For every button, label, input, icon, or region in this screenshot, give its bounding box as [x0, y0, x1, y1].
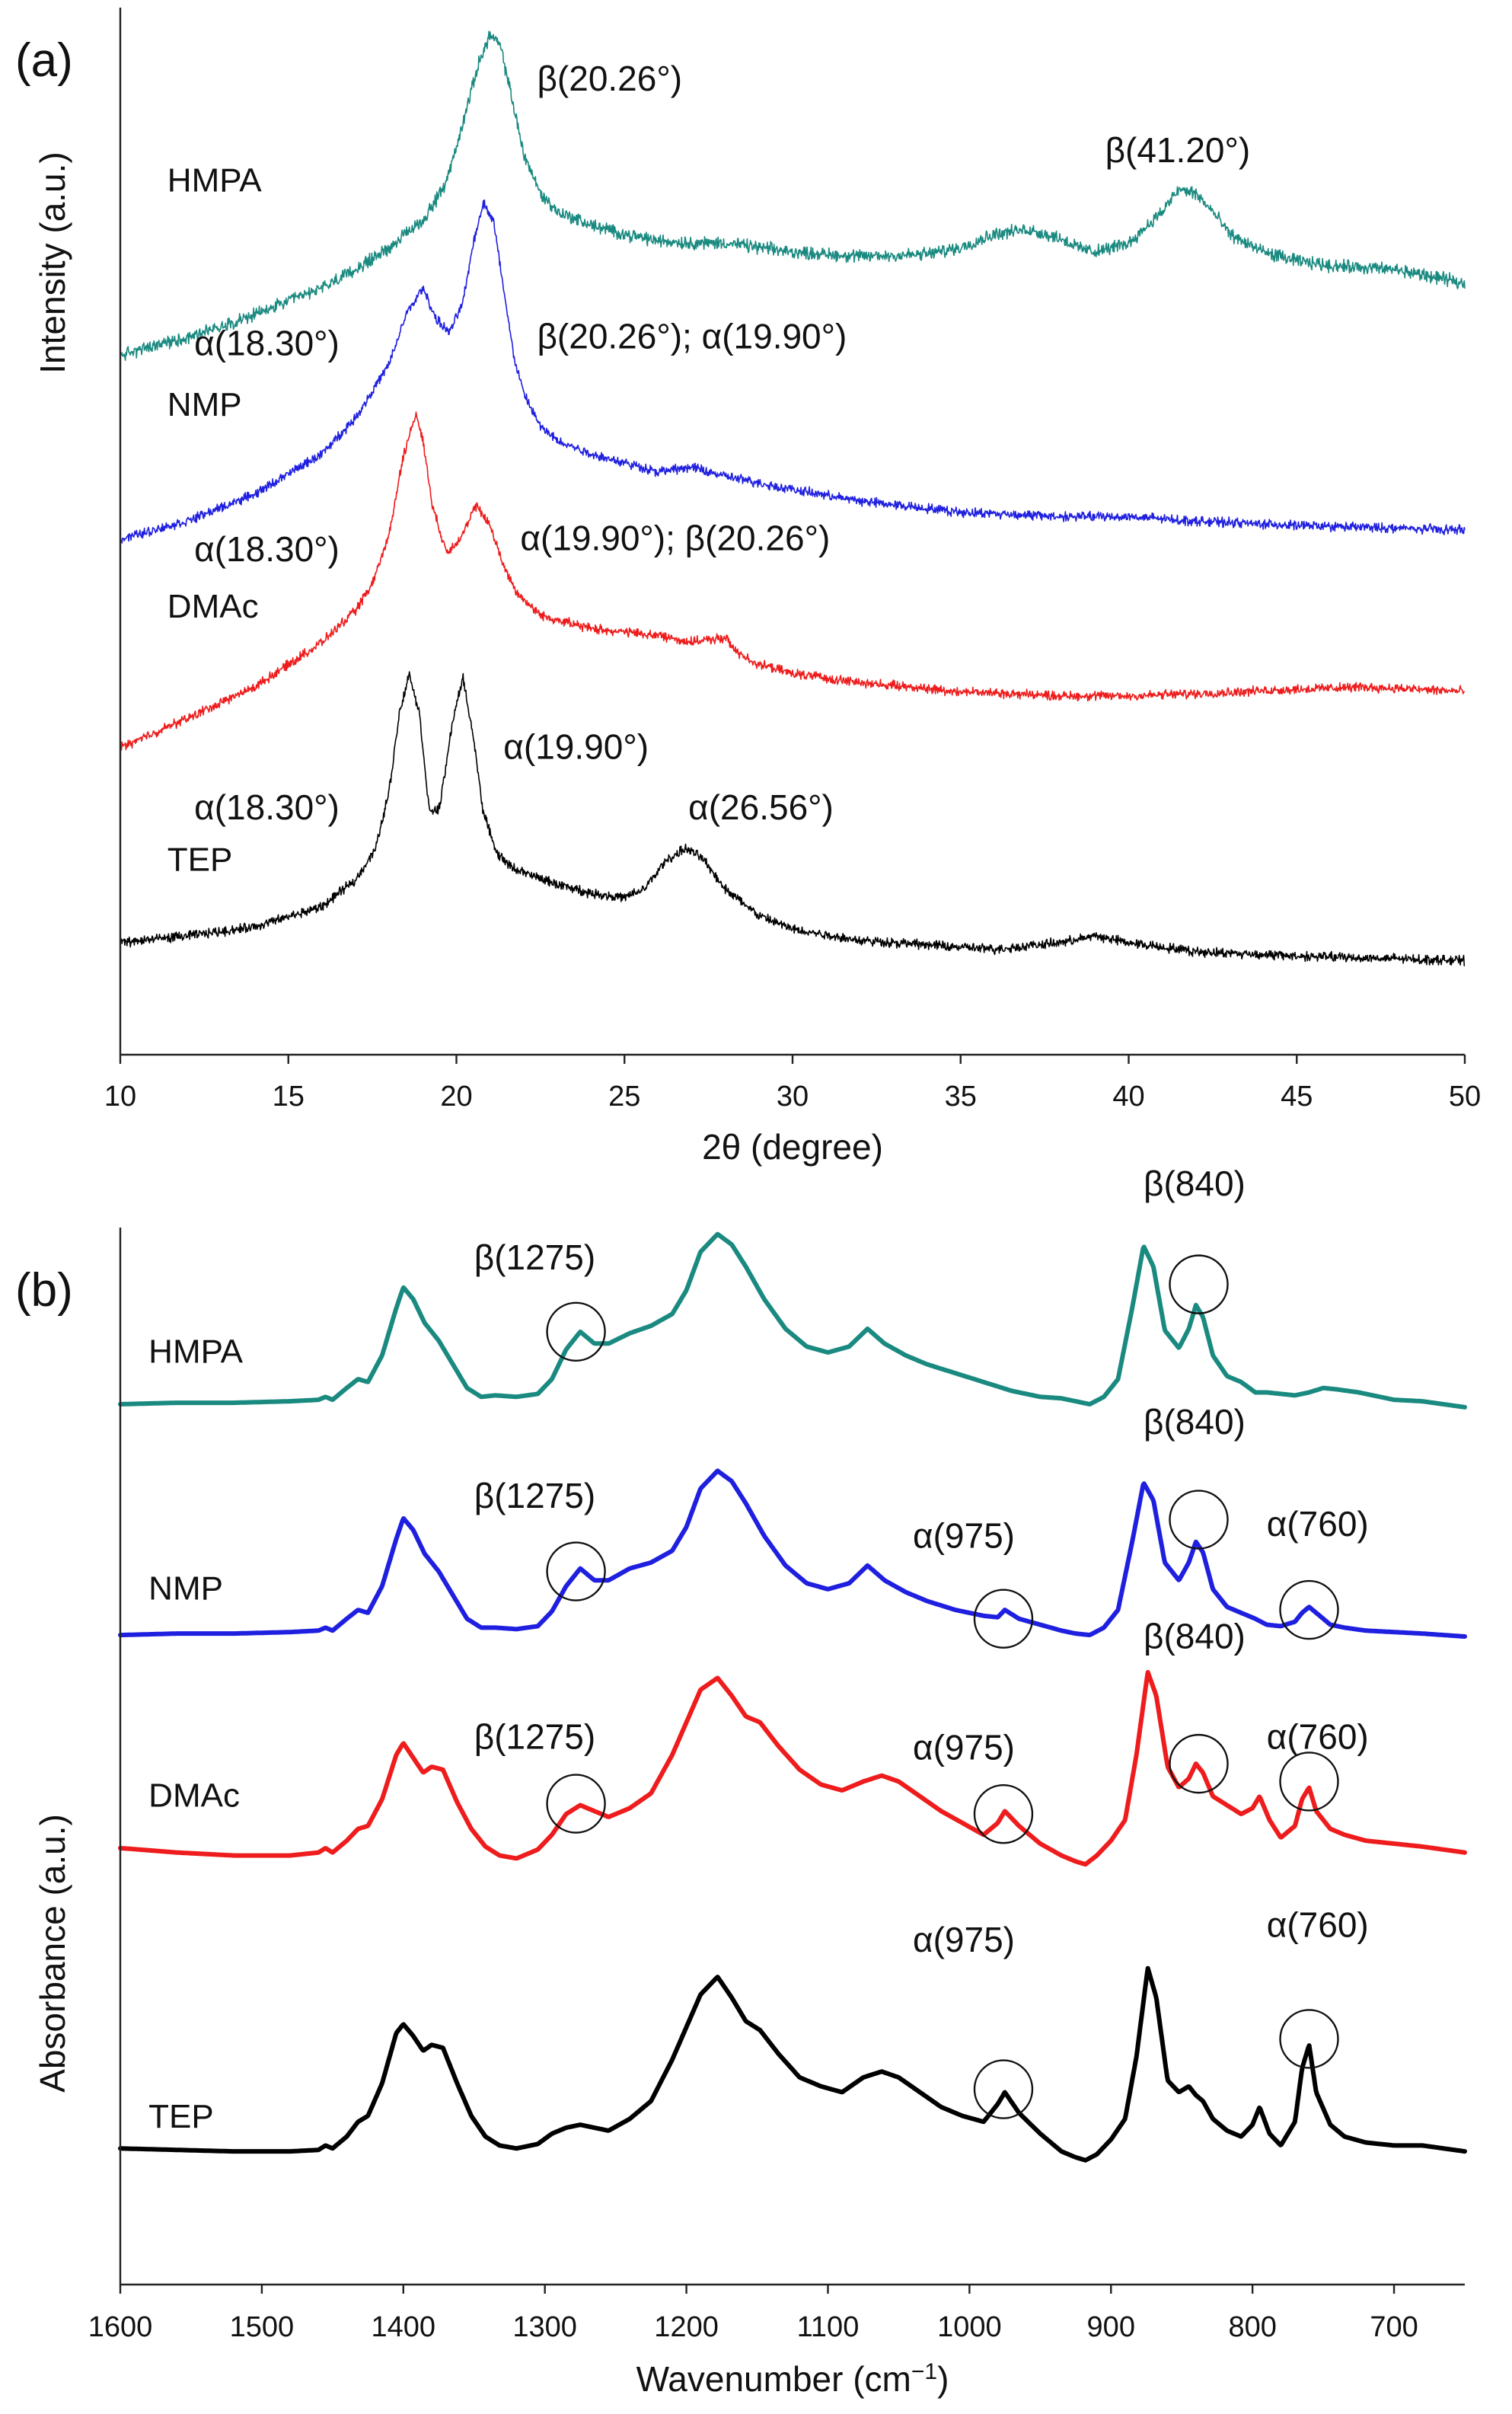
panel-b-series-label-nmp: NMP: [148, 1569, 223, 1607]
panel-a-x-tick-label-1: 15: [273, 1081, 305, 1113]
panel-a-x-tick-label-6: 40: [1112, 1081, 1144, 1113]
panel-b-x-tick-label-5: 1100: [797, 2311, 860, 2343]
panel-a-annotation-0: β(20.26°): [537, 59, 682, 98]
panel-b-peak-circle-4: [1169, 1490, 1229, 1550]
panel-b-series-dmac-line: [118, 1670, 1467, 1867]
panel-a-annotation-3: β(20.26°); α(19.90°): [537, 317, 847, 356]
panel-b-peak-circle-2: [546, 1541, 606, 1601]
panel-b-x-axis-title-superscript: −1: [911, 2359, 937, 2384]
panel-b-ftir: (b) Absorbance (a.u.) Wavenumber (cm−1) …: [15, 1164, 1467, 2399]
panel-b-annotation-5: α(760): [1267, 1504, 1369, 1544]
panel-a-annotation-5: α(19.90°); β(20.26°): [520, 519, 830, 558]
panel-b-series-label-dmac: DMAc: [148, 1777, 240, 1814]
panel-b-peak-circle-1: [1169, 1254, 1229, 1314]
panel-b-x-axis-title-main: Wavenumber (cm: [636, 2359, 911, 2399]
panel-a-x-tick-label-8: 50: [1449, 1081, 1481, 1113]
panel-a-x-tick-label-4: 30: [777, 1081, 809, 1113]
panel-b-peak-circle-0: [546, 1301, 606, 1362]
panel-a-annotation-8: α(26.56°): [688, 787, 834, 827]
panel-b-x-tick-label-9: 700: [1370, 2311, 1418, 2343]
panel-b-series-hmpa-line: [118, 1231, 1467, 1410]
panel-b-label: (b): [15, 1264, 73, 1317]
panel-a-series-dmac-line: [120, 411, 1466, 751]
panel-b-annotation-9: α(760): [1267, 1717, 1369, 1757]
panel-a-annotation-7: α(18.30°): [194, 787, 340, 827]
panel-a-annotation-6: α(19.90°): [503, 726, 649, 766]
panel-b-annotation-11: α(760): [1267, 1905, 1369, 1944]
panel-a-annotation-1: β(41.20°): [1105, 130, 1251, 170]
panel-b-peak-circle-3: [973, 1589, 1034, 1649]
panel-a-x-axis-title: 2θ (degree): [702, 1127, 883, 1167]
panel-b-peak-circle-9: [1279, 1751, 1339, 1812]
panel-b-peak-circles: [546, 1254, 1339, 2119]
panel-a-x-tick-label-0: 10: [104, 1081, 136, 1113]
panel-a-series-tep-line: [120, 671, 1466, 966]
panel-b-annotation-0: β(1275): [474, 1237, 595, 1277]
panel-b-peak-circle-7: [973, 1783, 1034, 1844]
panel-b-peak-circle-5: [1279, 1579, 1339, 1640]
panel-b-x-axis-title-suffix: ): [937, 2359, 949, 2399]
panel-b-x-ticks: 1600 1500 1400 1300 1200 1100 1000 900 800 700: [88, 2285, 1418, 2343]
panel-a-y-axis-title: Intensity (a.u.): [33, 152, 72, 373]
panel-b-annotations: HMPA NMP DMAc TEP β(1275) β(840) β(1275) α(975)…: [148, 1164, 1369, 2135]
panel-a-label: (a): [15, 34, 73, 87]
panel-a-series-label-hmpa: HMPA: [167, 161, 263, 199]
panel-b-annotation-1: β(840): [1144, 1164, 1246, 1203]
panel-a-annotations: HMPA NMP DMAc TEP β(20.26°) β(41.20°) α(18.30°…: [167, 59, 1250, 879]
panel-b-x-tick-label-3: 1300: [512, 2311, 577, 2343]
panel-a-annotation-4: α(18.30°): [194, 529, 340, 569]
panel-b-peak-circle-6: [546, 1774, 606, 1834]
panel-b-y-axis-title: Absorbance (a.u.): [33, 1814, 72, 2093]
panel-b-annotation-8: β(840): [1144, 1617, 1246, 1656]
panel-b-series-group: [118, 1231, 1467, 2163]
panel-a-series-label-tep: TEP: [167, 841, 233, 879]
panel-a-x-tick-label-5: 35: [945, 1081, 977, 1113]
panel-b-series-label-tep: TEP: [148, 2098, 214, 2135]
panel-b-peak-circle-8: [1169, 1733, 1229, 1794]
panel-b-series-nmp-line: [118, 1468, 1467, 1639]
panel-a-series-label-nmp: NMP: [167, 386, 242, 423]
panel-b-x-tick-label-4: 1200: [654, 2311, 719, 2343]
panel-b-x-tick-label-2: 1400: [372, 2311, 436, 2343]
panel-b-annotation-6: β(1275): [474, 1717, 595, 1757]
panel-b-series-tep-line: [118, 1965, 1467, 2163]
panel-b-peak-circle-11: [1279, 2009, 1339, 2069]
panel-b-annotation-7: α(975): [913, 1727, 1015, 1767]
panel-b-x-tick-label-1: 1500: [230, 2311, 295, 2343]
panel-a-x-tick-label-7: 45: [1281, 1081, 1313, 1113]
panel-b-series-label-hmpa: HMPA: [148, 1333, 244, 1371]
panel-b-x-tick-label-7: 900: [1087, 2311, 1135, 2343]
panel-a-x-ticks: 10 15 20 25 30 35 40 45 50: [104, 1055, 1481, 1113]
panel-a-series-nmp-line: [120, 199, 1466, 544]
panel-b-annotation-2: β(1275): [474, 1476, 595, 1515]
panel-b-peak-circle-10: [973, 2059, 1034, 2119]
panel-a-x-tick-label-3: 25: [608, 1081, 640, 1113]
panel-b-annotation-3: α(975): [913, 1515, 1015, 1555]
panel-a-series-hmpa-line: [120, 30, 1466, 361]
panel-b-x-tick-label-6: 1000: [937, 2311, 1002, 2343]
panel-a-xrd: (a) Intensity (a.u.) 2θ (degree) HMPA NMP…: [15, 8, 1481, 1167]
panel-b-annotation-4: β(840): [1144, 1402, 1246, 1442]
panel-b-x-tick-label-8: 800: [1228, 2311, 1276, 2343]
panel-a-annotation-2: α(18.30°): [194, 323, 340, 362]
panel-a-series-label-dmac: DMAc: [167, 588, 259, 625]
panel-a-series-group: [120, 30, 1466, 966]
panel-b-x-tick-label-0: 1600: [88, 2311, 153, 2343]
panel-b-annotation-10: α(975): [913, 1920, 1015, 1959]
panel-a-x-tick-label-2: 20: [440, 1081, 472, 1113]
panel-b-x-axis-title: Wavenumber (cm−1): [636, 2359, 949, 2399]
